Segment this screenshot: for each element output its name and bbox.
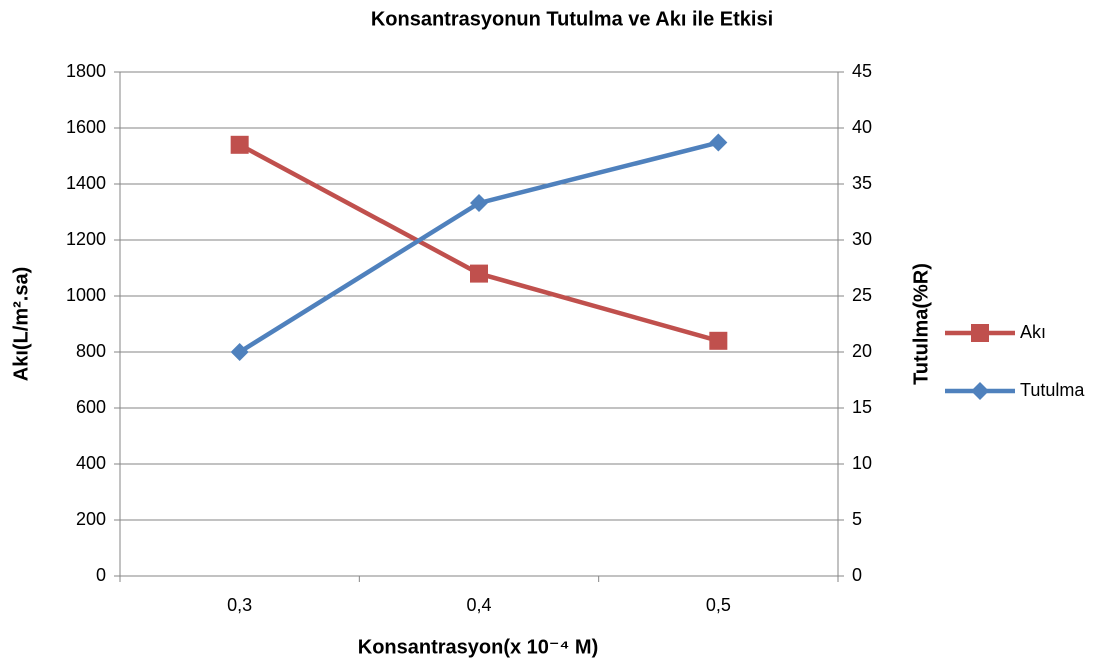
- legend-marker: [971, 324, 989, 342]
- point: [230, 343, 249, 361]
- y2-tick-label: 0: [852, 565, 862, 585]
- y2-tick-label: 45: [852, 61, 872, 81]
- y2-tick-label: 35: [852, 173, 872, 193]
- y2-axis-label: Tutulma(%R): [910, 263, 932, 385]
- y2-tick-label: 40: [852, 117, 872, 137]
- point: [709, 133, 728, 152]
- point: [230, 135, 249, 154]
- y-tick-label: 800: [76, 341, 106, 361]
- y-tick-label: 200: [76, 509, 106, 529]
- y-tick-label: 1400: [66, 173, 106, 193]
- point: [470, 194, 488, 213]
- y2-tick-label: 25: [852, 285, 872, 305]
- legend-label: Tutulma: [1020, 380, 1085, 400]
- y2-tick-label: 15: [852, 397, 872, 417]
- y-tick-label: 600: [76, 397, 106, 417]
- point: [709, 331, 728, 350]
- series-line: [238, 142, 719, 343]
- y2-tick-label: 10: [852, 453, 872, 473]
- x-tick-label: 0,5: [706, 595, 731, 615]
- x-tick-label: 0,3: [227, 595, 252, 615]
- chart-title: Konsantrasyonun Tutulma ve Akı ile Etkis…: [371, 8, 773, 30]
- y-axis-label: Akı(L/m².sa): [10, 267, 32, 381]
- legend-marker: [971, 382, 989, 400]
- x-axis-label: Konsantrasyon(x 10⁻⁴ M): [358, 636, 599, 658]
- y-tick-label: 1600: [66, 117, 106, 137]
- y2-tick-label: 5: [852, 509, 862, 529]
- y-tick-label: 1000: [66, 285, 106, 305]
- y-tick-label: 400: [76, 453, 106, 473]
- y2-tick-label: 30: [852, 229, 872, 249]
- y2-tick-label: 20: [852, 341, 872, 361]
- legend-label: Akı: [1020, 322, 1046, 342]
- y-tick-label: 1800: [66, 61, 106, 81]
- point: [470, 264, 488, 283]
- x-tick-label: 0,4: [466, 595, 491, 615]
- y-tick-label: 1200: [66, 229, 106, 249]
- y-tick-label: 0: [96, 565, 106, 585]
